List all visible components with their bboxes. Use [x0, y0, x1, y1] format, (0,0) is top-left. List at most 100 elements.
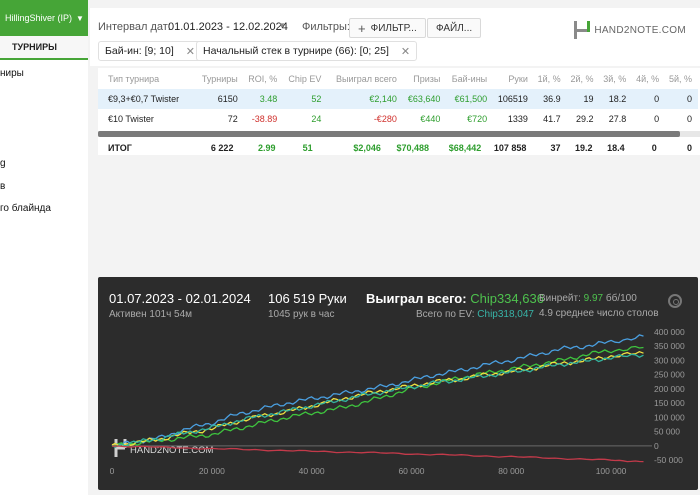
tab-tournaments[interactable]: ТУРНИРЫ — [0, 36, 88, 60]
winrate-label: Винрейт: — [539, 293, 584, 304]
table-cell: 37 — [550, 143, 561, 153]
x-tick-label: 20 000 — [199, 466, 225, 476]
filters-label: Фильтры: — [302, 21, 350, 33]
table-cell: 36.9 — [533, 89, 567, 109]
column-header[interactable]: 3й, % — [603, 73, 627, 84]
y-tick-label: 0 — [654, 441, 659, 451]
winrate-value: 9.97 — [583, 293, 604, 304]
graph-avg-tables: 4.9 среднее число столов — [539, 308, 659, 319]
column-header[interactable]: Выиграл всего — [336, 73, 397, 84]
y-tick-label: 250 000 — [654, 370, 685, 380]
watermark-icon — [114, 439, 127, 457]
table-cell: 72 — [227, 114, 238, 124]
table-cell: €10 Twister — [108, 114, 154, 124]
close-icon[interactable]: ✕ — [400, 45, 411, 58]
add-filter-button[interactable]: + ФИЛЬТР... — [349, 18, 426, 38]
column-header[interactable]: 1й, % — [537, 73, 561, 84]
graph-hands-count: 106 519 Руки — [268, 291, 347, 306]
results-chart: 400 000 350 000 300 000 250 000 200 000 150 0… — [110, 327, 685, 476]
filter-chip-label: Бай-ин: [9; 10] — [105, 45, 174, 57]
column-header[interactable]: Тип турнира — [108, 73, 160, 84]
series-line-green — [111, 345, 644, 447]
x-tick-label: 0 — [110, 466, 115, 476]
table-cell: -38.89 — [251, 114, 278, 124]
table-cell: €2,140 — [327, 89, 403, 109]
table-cell: €440 — [420, 114, 441, 124]
table-cell: $2,046 — [353, 143, 381, 153]
table-cell: $68,442 — [448, 143, 482, 153]
table-cell: 19 — [566, 89, 600, 109]
table-cell: 6150 — [196, 89, 244, 109]
scrollbar-thumb[interactable] — [98, 131, 680, 137]
table-cell: 0 — [651, 143, 657, 153]
graph-won-total: Выиграл всего: Chip334,636 — [366, 291, 544, 306]
sidebar: HillingShiver (IP) ▼ ТУРНИРЫ ниры g в го… — [0, 0, 88, 495]
filter-bar: Интервал дат: 01.01.2023 - 12.02.2024 ▼ … — [90, 8, 700, 66]
column-header[interactable]: Турниры — [201, 73, 238, 84]
date-range-label: Интервал дат: — [98, 21, 171, 33]
column-header[interactable]: 5й, % — [668, 73, 692, 84]
column-header[interactable]: ROI, % — [248, 73, 278, 84]
table-cell: 0 — [665, 89, 698, 109]
filter-chip-buyin[interactable]: Бай-ин: [9; 10] ✕ — [98, 41, 202, 61]
table-cell: 0 — [686, 114, 692, 124]
table-cell: €9,3+€0,7 Twister — [98, 89, 197, 109]
table-cell: 0 — [686, 143, 692, 153]
series-line-blue — [111, 334, 644, 447]
filter-chip-label: Начальный стек в турнире (66): [0; 25] — [203, 45, 389, 57]
table-cell: 18.2 — [599, 89, 633, 109]
y-tick-label: 50 000 — [654, 427, 680, 437]
chevron-down-icon[interactable]: ▼ — [278, 21, 286, 30]
table-row[interactable]: €10 Twister 72 -38.89 24 -€280 €440 €720… — [98, 109, 698, 129]
won-label: Выиграл всего: — [366, 291, 471, 306]
table-cell: 18.4 — [607, 143, 625, 153]
sidebar-item[interactable]: в — [0, 180, 6, 192]
table-row[interactable]: €9,3+€0,7 Twister 6150 3.48 52 €2,140 €6… — [98, 89, 698, 109]
sidebar-item[interactable]: го блайнда — [0, 203, 51, 214]
column-header[interactable]: 2й, % — [570, 73, 594, 84]
user-name: HillingShiver (IP) — [5, 13, 73, 23]
table-cell: 3.48 — [243, 89, 284, 109]
x-tick-label: 40 000 — [299, 466, 325, 476]
table-header-row: Тип турнира Турниры ROI, % Chip EV Выигр… — [98, 68, 698, 89]
table-cell: €63,640 — [402, 89, 447, 109]
table-cell: 106519 — [493, 89, 534, 109]
ev-label: Всего по EV: — [416, 309, 478, 320]
brand-logo: HAND2NOTE.COM — [574, 21, 686, 39]
table-cell: 0 — [632, 89, 666, 109]
sidebar-item[interactable] — [0, 113, 88, 136]
column-header[interactable]: Бай-ины — [451, 73, 488, 84]
table-cell: €720 — [467, 114, 488, 124]
main-area: Интервал дат: 01.01.2023 - 12.02.2024 ▼ … — [90, 0, 700, 495]
file-button[interactable]: ФАЙЛ... — [427, 18, 482, 38]
close-icon[interactable]: ✕ — [185, 45, 195, 58]
gear-icon[interactable] — [668, 294, 682, 308]
ev-value: Chip318,047 — [477, 309, 534, 320]
winrate-unit: бб/100 — [603, 293, 637, 304]
filter-chip-stack[interactable]: Начальный стек в турнире (66): [0; 25] ✕ — [196, 41, 418, 61]
column-header[interactable]: Руки — [508, 73, 528, 84]
sidebar-item[interactable] — [0, 136, 88, 159]
sidebar-list: ниры g в го блайнда — [0, 60, 88, 226]
horizontal-scrollbar[interactable] — [98, 131, 700, 137]
table-cell: 6 222 — [210, 143, 234, 153]
table-cell: 52 — [283, 89, 328, 109]
sidebar-item[interactable]: g — [0, 158, 6, 169]
table-cell: -€280 — [373, 114, 397, 124]
table-cell: $70,488 — [396, 143, 430, 153]
user-selector[interactable]: HillingShiver (IP) ▼ — [0, 0, 88, 36]
date-range-select[interactable]: 01.01.2023 - 12.02.2024 — [168, 21, 288, 33]
y-tick-label: 350 000 — [654, 341, 685, 351]
column-header[interactable]: 4й, % — [636, 73, 660, 84]
table-cell: 29.2 — [575, 114, 594, 124]
table-cell: €61,500 — [446, 89, 494, 109]
sidebar-item[interactable]: ниры — [0, 68, 24, 79]
column-header[interactable]: Призы — [413, 73, 441, 84]
stats-table: Тип турнира Турниры ROI, % Chip EV Выигр… — [98, 68, 700, 155]
chart-watermark: HAND2NOTE.COM — [114, 439, 213, 457]
table-cell: 24 — [311, 114, 322, 124]
column-header[interactable]: Chip EV — [288, 73, 322, 84]
table-total-row: ИТОГ 6 222 2.99 51 $2,046 $70,488 $68,44… — [98, 137, 698, 159]
table-cell: 2.99 — [258, 143, 276, 153]
sidebar-item[interactable] — [0, 91, 88, 114]
